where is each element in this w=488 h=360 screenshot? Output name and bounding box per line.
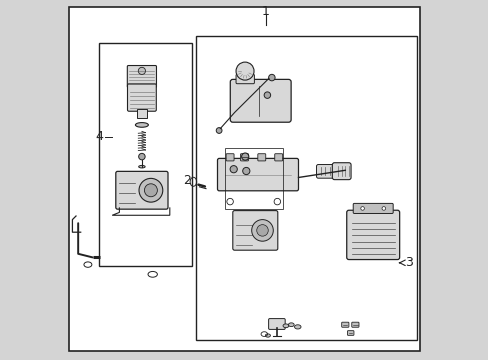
- FancyBboxPatch shape: [217, 158, 298, 191]
- Circle shape: [138, 67, 145, 75]
- Circle shape: [139, 153, 145, 160]
- Text: 4: 4: [95, 130, 103, 143]
- FancyBboxPatch shape: [352, 203, 392, 213]
- FancyBboxPatch shape: [347, 330, 353, 336]
- FancyBboxPatch shape: [274, 154, 282, 161]
- Ellipse shape: [139, 166, 145, 168]
- Text: 1: 1: [262, 5, 269, 18]
- FancyBboxPatch shape: [240, 154, 248, 161]
- FancyBboxPatch shape: [346, 210, 399, 260]
- Circle shape: [268, 75, 275, 81]
- Bar: [196, 36, 416, 340]
- FancyBboxPatch shape: [236, 75, 254, 84]
- Ellipse shape: [283, 324, 288, 328]
- Circle shape: [236, 62, 254, 80]
- FancyBboxPatch shape: [116, 171, 168, 209]
- Bar: [224, 148, 282, 209]
- Ellipse shape: [288, 323, 294, 327]
- FancyBboxPatch shape: [225, 154, 234, 161]
- FancyBboxPatch shape: [268, 319, 285, 329]
- Circle shape: [139, 179, 163, 202]
- Circle shape: [274, 198, 280, 205]
- Circle shape: [242, 167, 249, 175]
- Circle shape: [360, 207, 364, 210]
- FancyBboxPatch shape: [232, 211, 277, 250]
- Ellipse shape: [294, 325, 301, 329]
- Circle shape: [230, 166, 237, 173]
- Bar: [137, 109, 146, 118]
- Text: 3: 3: [404, 256, 412, 269]
- Circle shape: [251, 220, 273, 241]
- FancyBboxPatch shape: [341, 322, 348, 327]
- FancyBboxPatch shape: [316, 165, 334, 178]
- FancyBboxPatch shape: [332, 163, 350, 180]
- FancyBboxPatch shape: [257, 154, 265, 161]
- Circle shape: [256, 225, 268, 236]
- FancyBboxPatch shape: [230, 80, 290, 122]
- FancyBboxPatch shape: [127, 84, 156, 111]
- Ellipse shape: [135, 122, 148, 127]
- Circle shape: [144, 184, 157, 197]
- Circle shape: [226, 198, 233, 205]
- Circle shape: [264, 92, 270, 98]
- Text: 2: 2: [183, 174, 191, 186]
- Circle shape: [216, 128, 222, 134]
- FancyBboxPatch shape: [127, 66, 156, 87]
- Ellipse shape: [265, 334, 270, 337]
- Bar: [99, 43, 192, 266]
- FancyBboxPatch shape: [351, 322, 358, 327]
- Circle shape: [381, 207, 385, 210]
- Circle shape: [241, 153, 248, 160]
